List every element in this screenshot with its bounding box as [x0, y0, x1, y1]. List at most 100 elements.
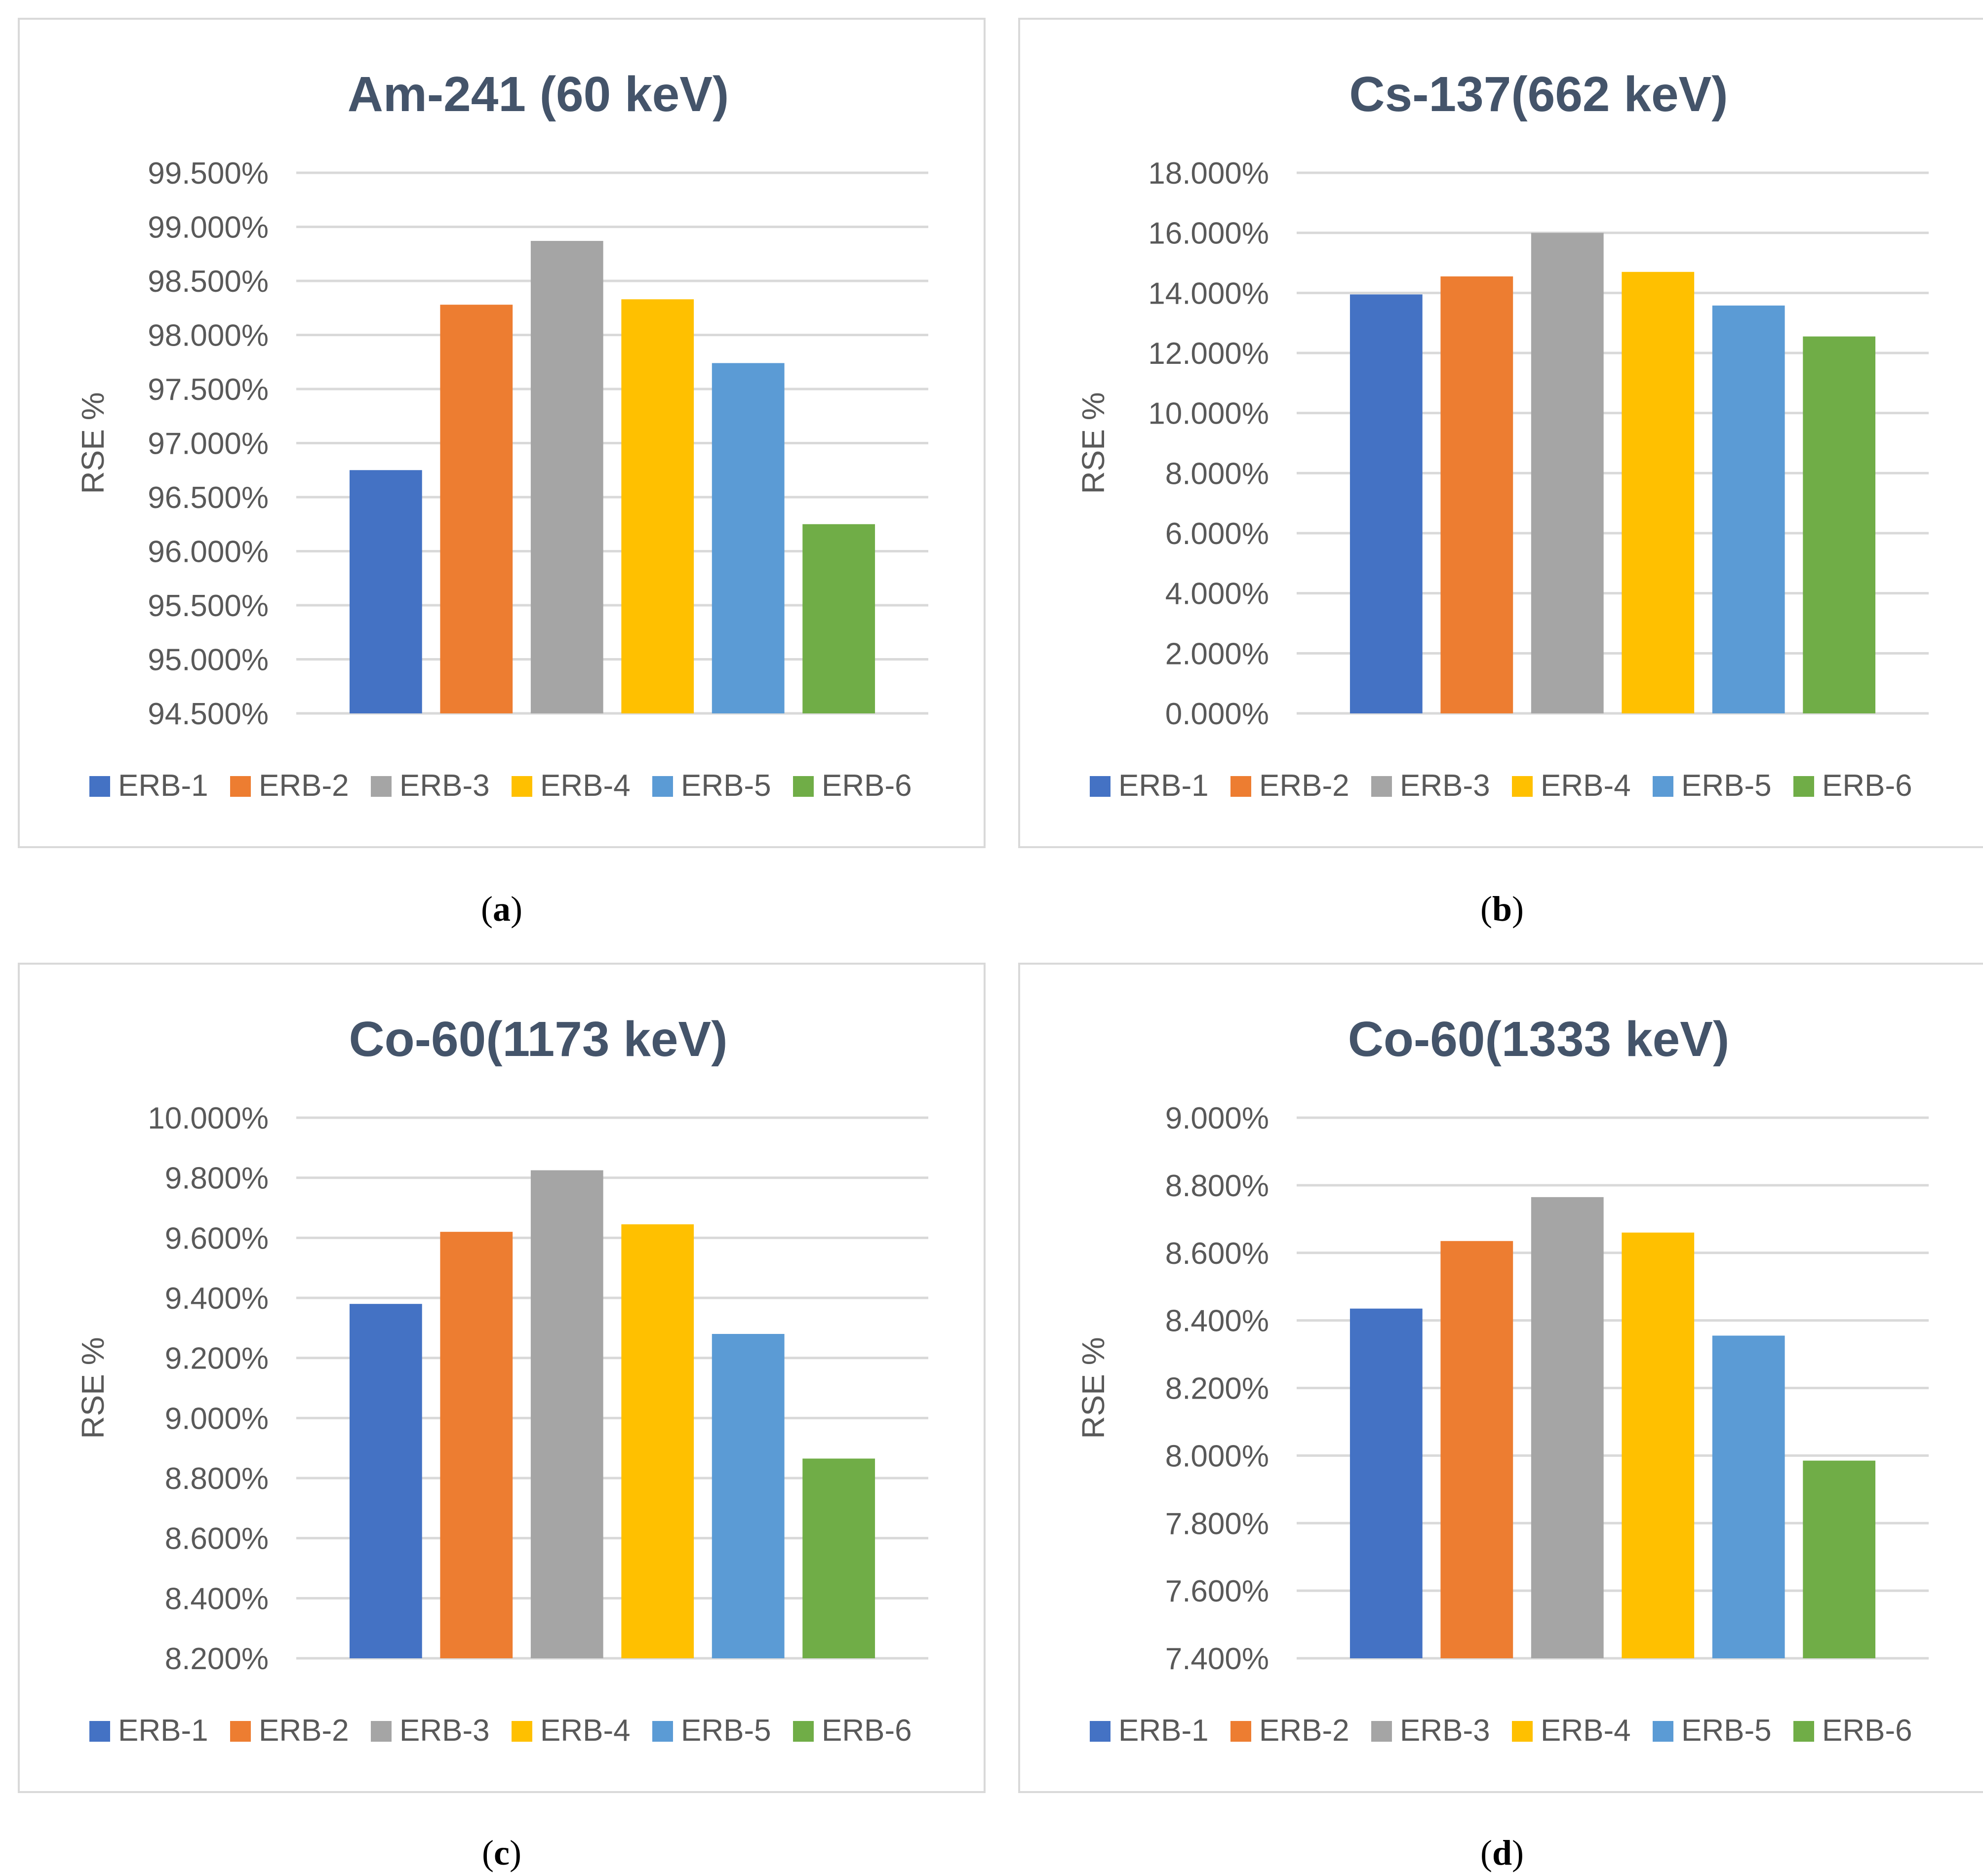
- y-tick-label: 6.000%: [1165, 517, 1269, 551]
- legend-swatch-erb-6: [1793, 776, 1814, 797]
- legend-label-erb-5: ERB-5: [681, 769, 771, 803]
- legend-swatch-erb-4: [1512, 776, 1533, 797]
- y-axis-label: RSE %: [75, 392, 111, 494]
- legend-swatch-erb-5: [652, 776, 673, 797]
- legend-swatch-erb-4: [1512, 1721, 1533, 1742]
- y-tick-label: 8.000%: [1165, 1439, 1269, 1473]
- legend-swatch-erb-3: [371, 776, 392, 797]
- legend-label-erb-2: ERB-2: [1259, 769, 1349, 803]
- legend-swatch-erb-5: [652, 1721, 673, 1742]
- y-tick-label: 97.000%: [148, 427, 269, 461]
- legend-label-erb-2: ERB-2: [259, 1714, 349, 1748]
- bar-erb-6: [1803, 336, 1876, 713]
- y-tick-label: 99.500%: [148, 156, 269, 191]
- bar-erb-1: [349, 470, 422, 713]
- y-tick-label: 94.500%: [148, 697, 269, 731]
- legend-label-erb-6: ERB-6: [822, 1714, 912, 1748]
- legend-swatch-erb-4: [512, 1721, 532, 1742]
- legend-swatch-erb-3: [371, 1721, 392, 1742]
- bar-erb-3: [530, 1170, 603, 1658]
- y-tick-label: 96.000%: [148, 535, 269, 569]
- legend-swatch-erb-1: [1090, 776, 1110, 797]
- legend-swatch-erb-6: [1793, 1721, 1814, 1742]
- bar-erb-2: [440, 305, 513, 713]
- bar-erb-6: [802, 524, 875, 713]
- y-tick-label: 7.600%: [1165, 1574, 1269, 1608]
- y-tick-label: 16.000%: [1148, 217, 1269, 251]
- y-tick-label: 8.800%: [165, 1462, 269, 1496]
- y-tick-label: 8.400%: [165, 1582, 269, 1616]
- y-tick-label: 9.000%: [1165, 1101, 1269, 1135]
- caption-d: (d): [1018, 1833, 1983, 1874]
- bar-erb-5: [1712, 305, 1785, 713]
- caption-d-close: ): [1512, 1833, 1524, 1873]
- legend-swatch-erb-6: [793, 1721, 814, 1742]
- caption-a-letter: a: [493, 889, 511, 929]
- bar-erb-5: [712, 1334, 785, 1658]
- legend-label-erb-4: ERB-4: [1541, 769, 1631, 803]
- caption-d-open: (: [1480, 1833, 1492, 1873]
- y-tick-label: 8.600%: [165, 1522, 269, 1556]
- legend-swatch-erb-2: [1230, 776, 1251, 797]
- y-tick-label: 7.800%: [1165, 1507, 1269, 1541]
- y-tick-label: 8.000%: [1165, 457, 1269, 491]
- y-tick-label: 9.000%: [165, 1402, 269, 1436]
- legend-label-erb-6: ERB-6: [1822, 1714, 1912, 1748]
- y-tick-label: 9.600%: [165, 1221, 269, 1255]
- y-tick-label: 4.000%: [1165, 577, 1269, 611]
- legend-label-erb-5: ERB-5: [681, 1714, 771, 1748]
- legend-label-erb-6: ERB-6: [822, 769, 912, 803]
- bar-erb-4: [1622, 1232, 1695, 1658]
- bar-erb-2: [1440, 1241, 1513, 1658]
- caption-c: (c): [18, 1833, 986, 1874]
- y-tick-label: 8.400%: [1165, 1304, 1269, 1338]
- bar-erb-2: [440, 1232, 513, 1658]
- bar-erb-6: [1803, 1460, 1876, 1658]
- caption-c-letter: c: [494, 1833, 510, 1873]
- y-tick-label: 96.500%: [148, 481, 269, 515]
- y-tick-label: 0.000%: [1165, 697, 1269, 731]
- y-tick-label: 98.000%: [148, 319, 269, 353]
- legend-swatch-erb-1: [89, 1721, 110, 1742]
- legend-swatch-erb-5: [1653, 776, 1673, 797]
- bar-erb-5: [712, 363, 785, 713]
- y-axis-label: RSE %: [1075, 392, 1111, 494]
- caption-a: (a): [18, 889, 986, 930]
- chart-title: Co-60(1333 keV): [1348, 1012, 1730, 1067]
- caption-b: (b): [1018, 889, 1983, 930]
- bar-erb-3: [530, 240, 603, 714]
- caption-a-close: ): [511, 889, 522, 929]
- y-tick-label: 8.200%: [1165, 1372, 1269, 1406]
- chart-b: Cs-137(662 keV) 0.000% 2.000% 4.000% 6.000% 8…: [1075, 67, 1929, 803]
- legend-label-erb-4: ERB-4: [1541, 1714, 1631, 1748]
- bar-erb-1: [1349, 1308, 1423, 1658]
- legend-label-erb-5: ERB-5: [1681, 1714, 1772, 1748]
- bar-erb-4: [621, 1224, 694, 1658]
- bar-erb-1: [1349, 294, 1423, 713]
- legend-label-erb-4: ERB-4: [540, 769, 631, 803]
- chart-a: Am-241 (60 keV) 94.500% 95.000% 95.500% 96.0…: [75, 67, 928, 803]
- y-tick-label: 8.800%: [1165, 1169, 1269, 1203]
- chart-panel-c: Co-60(1173 keV) 8.200% 8.400% 8.600% 8.800% 9…: [18, 963, 986, 1793]
- y-tick-label: 9.400%: [165, 1282, 269, 1316]
- legend-label-erb-5: ERB-5: [1681, 769, 1772, 803]
- bar-erb-4: [621, 299, 694, 713]
- legend-swatch-erb-2: [230, 1721, 251, 1742]
- y-tick-label: 9.800%: [165, 1162, 269, 1196]
- legend-label-erb-1: ERB-1: [118, 1714, 208, 1748]
- y-tick-label: 99.000%: [148, 211, 269, 245]
- y-tick-label: 18.000%: [1148, 156, 1269, 191]
- chart-title: Am-241 (60 keV): [348, 67, 729, 122]
- legend-label-erb-1: ERB-1: [118, 769, 208, 803]
- bar-erb-1: [349, 1304, 422, 1658]
- bar-erb-5: [1712, 1335, 1785, 1658]
- chart-title: Cs-137(662 keV): [1349, 67, 1728, 122]
- legend-swatch-erb-2: [1230, 1721, 1251, 1742]
- caption-d-letter: d: [1492, 1833, 1512, 1873]
- bar-erb-3: [1531, 233, 1604, 714]
- y-tick-label: 10.000%: [1148, 397, 1269, 431]
- legend-label-erb-2: ERB-2: [1259, 1714, 1349, 1748]
- legend-label-erb-3: ERB-3: [1400, 1714, 1490, 1748]
- bar-erb-4: [1622, 272, 1695, 713]
- caption-c-open: (: [482, 1833, 494, 1873]
